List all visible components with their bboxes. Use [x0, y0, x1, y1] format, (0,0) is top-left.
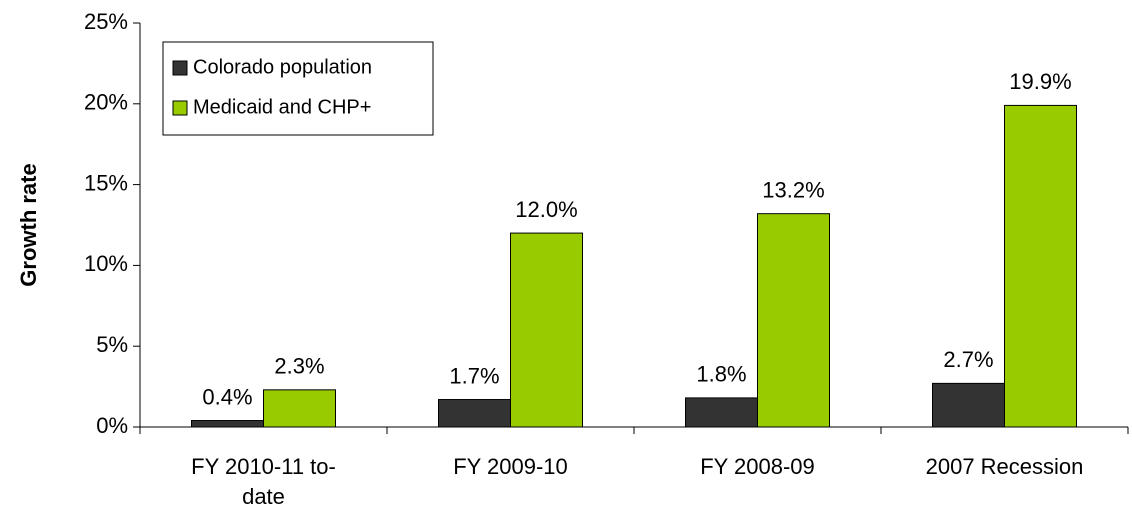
bar [685, 397, 758, 428]
legend-swatch [172, 60, 188, 76]
y-tick-label: 15% [84, 170, 128, 195]
y-tick-label: 5% [96, 332, 128, 357]
y-axis-label: Growth rate [16, 163, 41, 286]
value-label: 1.7% [449, 363, 499, 388]
y-tick-label: 20% [84, 90, 128, 115]
legend-label: Medicaid and CHP+ [193, 96, 371, 118]
y-tick-label: 10% [84, 251, 128, 276]
bar [438, 399, 511, 428]
value-label: 12.0% [515, 197, 577, 222]
value-label: 2.3% [274, 354, 324, 379]
value-label: 0.4% [202, 384, 252, 409]
bar [932, 382, 1005, 428]
value-label: 1.8% [696, 362, 746, 387]
legend-label: Colorado population [193, 56, 372, 78]
x-tick-label: 2007 Recession [925, 454, 1084, 479]
bar [191, 420, 264, 428]
y-tick-label: 25% [84, 9, 128, 34]
value-label: 2.7% [943, 347, 993, 372]
x-tick-label: FY 2010-11 to-date [191, 454, 336, 509]
value-label: 19.9% [1009, 69, 1071, 94]
x-tick-label: FY 2008-09 [700, 454, 815, 479]
bar [1004, 104, 1077, 428]
bar [263, 389, 336, 428]
value-label: 13.2% [762, 178, 824, 203]
bar [757, 213, 830, 428]
legend-swatch [172, 100, 188, 116]
x-tick-label: FY 2009-10 [453, 454, 568, 479]
bar [510, 232, 583, 428]
legend-box [162, 41, 434, 136]
y-tick-label: 0% [96, 413, 128, 438]
